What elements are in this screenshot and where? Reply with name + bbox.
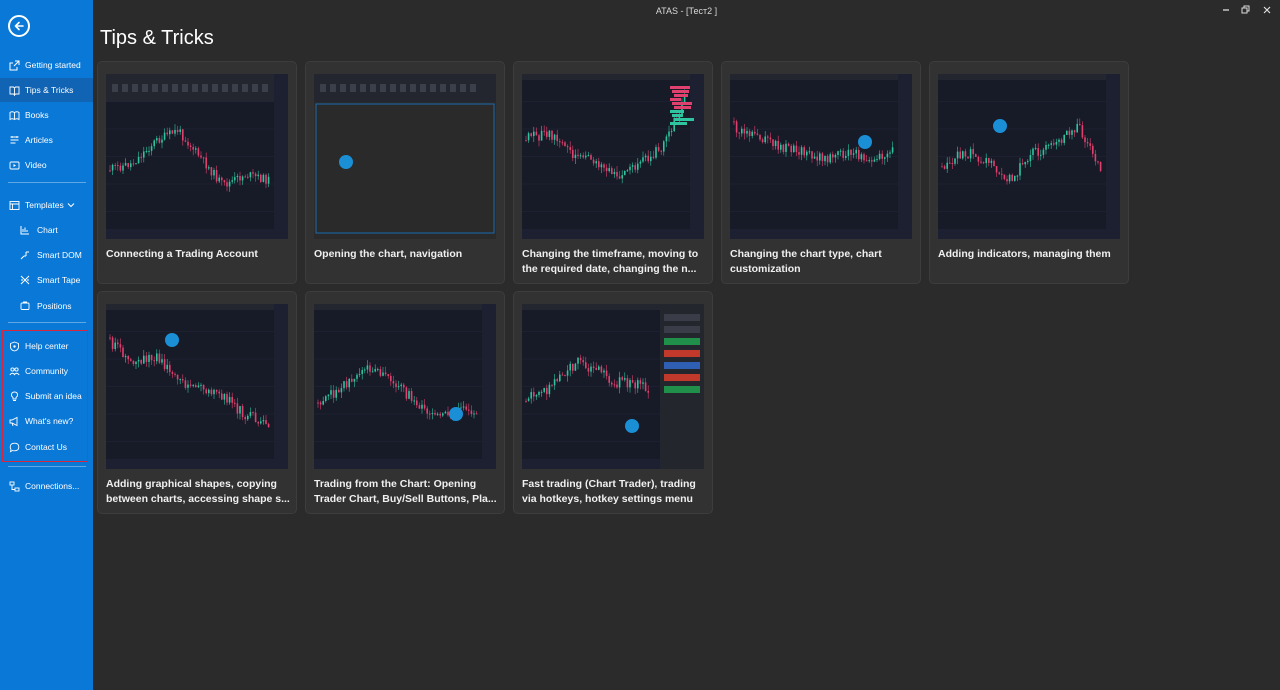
highlight-box	[2, 330, 88, 462]
sidebar-item-label: Smart DOM	[37, 250, 82, 260]
page-title: Tips & Tricks	[100, 27, 214, 49]
connections-icon	[8, 480, 20, 492]
sidebar-item-whats-new[interactable]: What's new?	[0, 409, 93, 433]
minimize-button[interactable]	[1218, 3, 1234, 17]
back-button[interactable]	[8, 15, 30, 37]
sidebar-item-submit-idea[interactable]: Submit an idea	[0, 384, 93, 408]
sidebar-item-label: Books	[25, 110, 49, 120]
sidebar-item-video[interactable]: Video	[0, 153, 93, 177]
tip-thumbnail	[106, 74, 288, 239]
smart-tape-icon	[19, 274, 31, 286]
tip-card[interactable]: Trading from the Chart: Opening Trader C…	[305, 291, 505, 514]
sidebar-item-label: Positions	[37, 301, 72, 311]
tip-card[interactable]: Opening the chart, navigation	[305, 61, 505, 284]
article-icon	[8, 134, 20, 146]
tip-card[interactable]: Changing the chart type, chart customiza…	[721, 61, 921, 284]
tip-card[interactable]: Adding indicators, managing them	[929, 61, 1129, 284]
restore-button[interactable]	[1237, 3, 1253, 17]
sidebar-divider	[8, 322, 86, 323]
community-icon	[8, 365, 20, 377]
book-open-icon	[8, 84, 20, 96]
tip-thumbnail	[730, 74, 912, 239]
sidebar-item-label: Articles	[25, 135, 53, 145]
sidebar-item-label: Templates	[25, 200, 64, 210]
sidebar-item-getting-started[interactable]: Getting started	[0, 53, 93, 77]
tip-thumbnail	[522, 304, 704, 469]
help-center-icon	[8, 340, 20, 352]
tip-card[interactable]: Changing the timeframe, moving to the re…	[513, 61, 713, 284]
chart-icon	[19, 224, 31, 236]
sidebar-item-smart-tape[interactable]: Smart Tape	[0, 268, 93, 292]
templates-icon	[8, 199, 20, 211]
sidebar-item-label: Help center	[25, 341, 69, 351]
close-button[interactable]	[1259, 3, 1275, 17]
sidebar-item-books[interactable]: Books	[0, 103, 93, 127]
tip-thumbnail	[314, 74, 496, 239]
sidebar-divider	[8, 466, 86, 467]
sidebar: Getting started Tips & Tricks Books Arti…	[0, 0, 93, 690]
sidebar-item-label: Chart	[37, 225, 58, 235]
minimize-icon	[1223, 9, 1229, 11]
arrow-left-icon	[14, 21, 24, 31]
tip-title: Connecting a Trading Account	[106, 248, 258, 260]
tip-thumbnail	[106, 304, 288, 469]
sidebar-item-label: Smart Tape	[37, 275, 81, 285]
sidebar-item-help-center[interactable]: Help center	[0, 334, 93, 358]
lightbulb-icon	[8, 390, 20, 402]
positions-icon	[19, 300, 31, 312]
sidebar-item-label: Connections...	[25, 481, 80, 491]
sidebar-item-label: Community	[25, 366, 68, 376]
sidebar-templates-toggle[interactable]: Templates	[0, 193, 93, 217]
tip-title: Adding graphical shapes, copying between…	[106, 478, 290, 505]
sidebar-item-tips-tricks[interactable]: Tips & Tricks	[0, 78, 93, 102]
smart-dom-icon	[19, 249, 31, 261]
sidebar-item-chart[interactable]: Chart	[0, 218, 93, 242]
tip-thumbnail	[314, 304, 496, 469]
sidebar-item-label: Getting started	[25, 60, 81, 70]
sidebar-item-label: Tips & Tricks	[25, 85, 74, 95]
tip-card[interactable]: Adding graphical shapes, copying between…	[97, 291, 297, 514]
sidebar-item-contact-us[interactable]: Contact Us	[0, 435, 93, 459]
close-icon	[1263, 6, 1271, 14]
tip-title: Changing the timeframe, moving to the re…	[522, 248, 699, 275]
sidebar-item-label: Video	[25, 160, 47, 170]
sidebar-item-label: Contact Us	[25, 442, 68, 452]
tip-title: Changing the chart type, chart customiza…	[730, 248, 882, 275]
book-icon	[8, 109, 20, 121]
restore-icon	[1241, 5, 1250, 14]
external-link-icon	[8, 59, 20, 71]
sidebar-item-label: Submit an idea	[25, 391, 82, 401]
tip-title: Adding indicators, managing them	[938, 248, 1111, 260]
sidebar-divider	[8, 182, 86, 183]
tip-title: Fast trading (Chart Trader), trading via…	[522, 478, 696, 505]
video-icon	[8, 159, 20, 171]
tip-thumbnail	[522, 74, 704, 239]
sidebar-item-positions[interactable]: Positions	[0, 294, 93, 318]
chevron-down-icon	[67, 202, 75, 208]
tip-thumbnail	[938, 74, 1120, 239]
window-titlebar: ATAS - [Тест2 ]	[93, 0, 1280, 22]
tip-title: Opening the chart, navigation	[314, 248, 463, 260]
sidebar-item-label: What's new?	[25, 416, 74, 426]
sidebar-item-smart-dom[interactable]: Smart DOM	[0, 243, 93, 267]
tip-card[interactable]: Connecting a Trading Account	[97, 61, 297, 284]
sidebar-item-connections[interactable]: Connections...	[0, 474, 93, 498]
window-title: ATAS - [Тест2 ]	[655, 6, 718, 16]
sidebar-item-articles[interactable]: Articles	[0, 128, 93, 152]
tip-card[interactable]: Fast trading (Chart Trader), trading via…	[513, 291, 713, 514]
tip-title: Trading from the Chart: Opening Trader C…	[314, 478, 497, 505]
sidebar-item-community[interactable]: Community	[0, 359, 93, 383]
chat-icon	[8, 441, 20, 453]
megaphone-icon	[8, 415, 20, 427]
